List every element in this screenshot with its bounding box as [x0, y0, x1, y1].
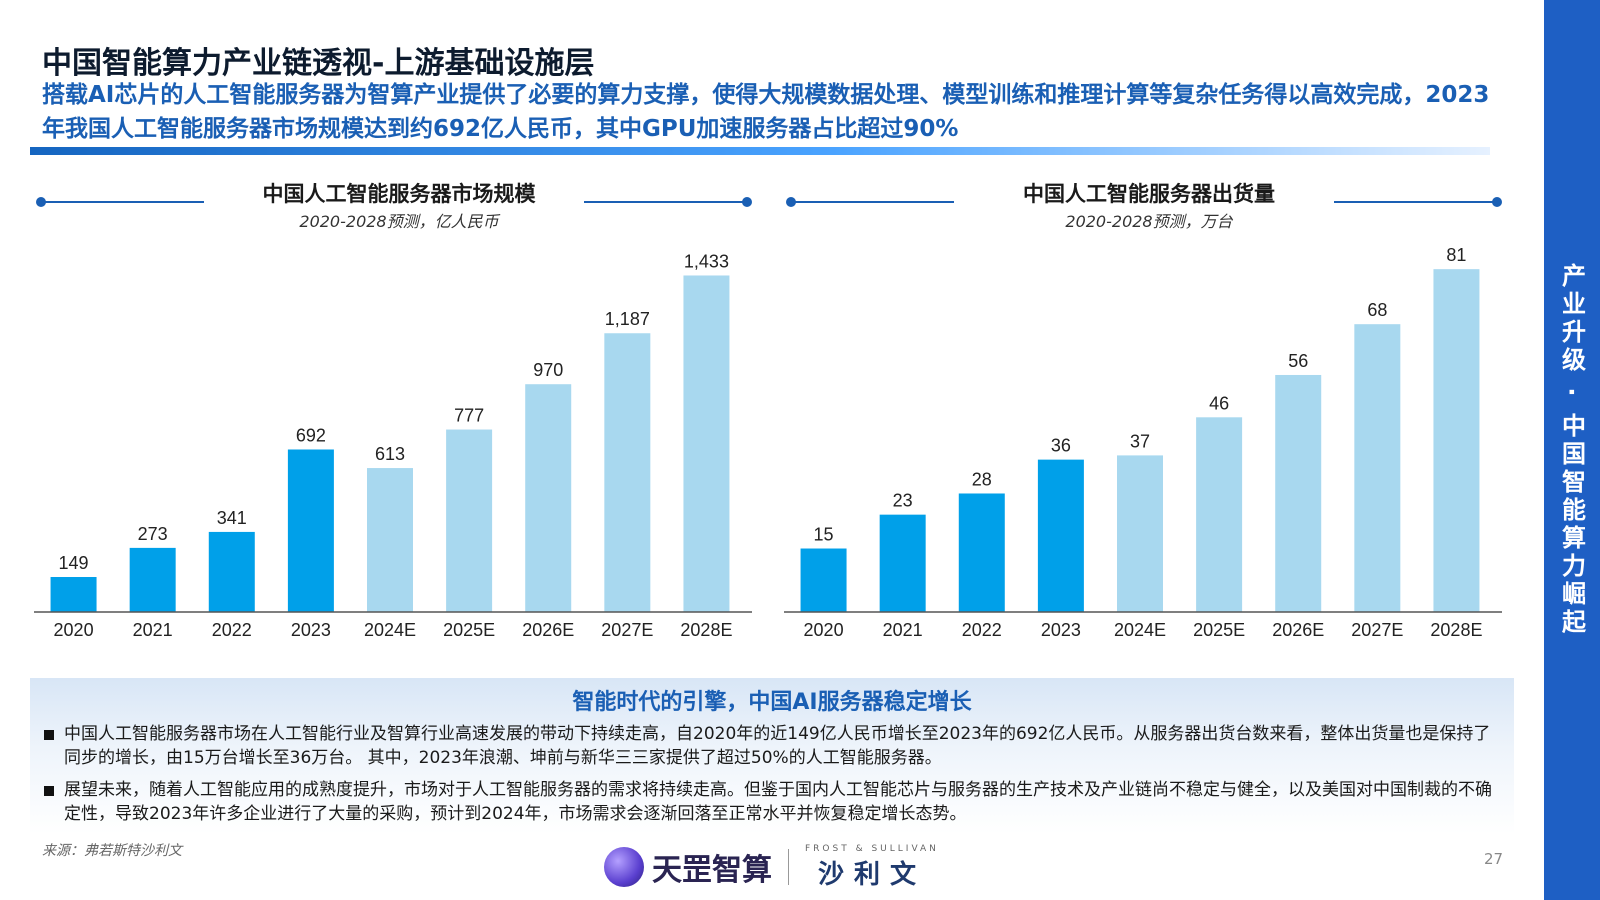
data-label: 37 [1130, 431, 1150, 451]
data-label: 273 [138, 524, 168, 544]
x-tick-label: 2023 [291, 620, 331, 640]
x-tick-label: 2026E [1272, 620, 1324, 640]
x-tick-label: 2027E [1351, 620, 1403, 640]
source-note: 来源：弗若斯特沙利文 [42, 843, 182, 859]
x-tick-label: 2025E [443, 620, 495, 640]
bar [1354, 324, 1401, 612]
data-label: 81 [1446, 245, 1466, 265]
x-tick-label: 2028E [1430, 620, 1482, 640]
bar [446, 429, 493, 612]
bar [50, 577, 97, 612]
page-title: 中国智能算力产业链透视-上游基础设施层 [42, 46, 595, 81]
data-label: 46 [1209, 393, 1229, 413]
page-subtitle: 搭载AI芯片的人工智能服务器为智算产业提供了必要的算力支撑，使得大规模数据处理、… [42, 82, 1490, 142]
footer-logos: 天罡智算 FROST & SULLIVAN 沙利文 [604, 844, 939, 891]
x-tick-label: 2021 [133, 620, 173, 640]
bar [129, 547, 176, 612]
bullet-text: 中国人工智能服务器市场在人工智能行业及智算行业高速发展的带动下持续走高，自202… [64, 724, 1491, 768]
summary-box: 智能时代的引擎，中国AI服务器稳定增长 中国人工智能服务器市场在人工智能行业及智… [30, 678, 1514, 834]
tiangang-logo-icon [604, 847, 644, 887]
data-label: 777 [454, 406, 484, 426]
header-line-right [584, 201, 750, 203]
header-dot-left [36, 197, 46, 207]
bar [1275, 374, 1322, 612]
bar [879, 514, 926, 612]
shipment-chart: 中国人工智能服务器出货量 2020-2028预测，万台 15 2020 23 2021… [784, 176, 1514, 654]
data-label: 68 [1367, 300, 1387, 320]
data-label: 613 [375, 444, 405, 464]
x-tick-label: 2025E [1193, 620, 1245, 640]
summary-bullet: 展望未来，随着人工智能应用的成熟度提升，市场对于人工智能服务器的需求将持续走高。… [30, 778, 1514, 826]
data-label: 28 [972, 469, 992, 489]
x-tick-label: 2022 [962, 620, 1002, 640]
data-label: 1,187 [605, 309, 650, 329]
market-size-plot: 149 2020 273 2021 341 2022 692 2023 613 2024E 777 2… [34, 251, 752, 640]
tiangang-logo-text: 天罡智算 [652, 853, 772, 888]
bar [367, 468, 413, 612]
side-label: 产业升级 · 中国智能算力崛起 [1557, 263, 1586, 637]
frost-sullivan-cn: 沙利文 [817, 859, 926, 890]
market-size-chart: 中国人工智能服务器市场规模 2020-2028预测，亿人民币 149 2020 27… [34, 176, 764, 654]
data-label: 149 [59, 553, 89, 573]
summary-heading: 智能时代的引擎，中国AI服务器稳定增长 [572, 690, 972, 715]
bar [800, 548, 847, 612]
x-tick-label: 2023 [1041, 620, 1081, 640]
logo-separator [788, 849, 789, 885]
data-label: 23 [893, 491, 913, 511]
header-dot-left [786, 197, 796, 207]
bar [604, 333, 651, 612]
chart-unit: 2020-2028预测，亿人民币 [299, 212, 499, 231]
frost-sullivan-logo: FROST & SULLIVAN 沙利文 [805, 844, 939, 891]
x-tick-label: 2024E [1114, 620, 1166, 640]
x-tick-label: 2022 [212, 620, 252, 640]
bar [1117, 455, 1163, 612]
chart-header: 中国人工智能服务器市场规模 2020-2028预测，亿人民币 [34, 176, 764, 236]
data-label: 56 [1288, 351, 1308, 371]
chart-title: 中国人工智能服务器出货量 [1023, 182, 1275, 206]
x-tick-label: 2021 [883, 620, 923, 640]
bar [1037, 459, 1084, 612]
summary-bullet: 中国人工智能服务器市场在人工智能行业及智算行业高速发展的带动下持续走高，自202… [30, 722, 1514, 770]
data-label: 692 [296, 425, 326, 445]
x-tick-label: 2020 [804, 620, 844, 640]
bar [958, 493, 1005, 612]
bar [1433, 269, 1480, 612]
data-label: 341 [217, 508, 247, 528]
x-tick-label: 2026E [522, 620, 574, 640]
bar [1196, 417, 1243, 612]
bullet-square-icon [44, 786, 54, 796]
bar [287, 449, 334, 612]
header-line-right [1334, 201, 1500, 203]
frost-sullivan-en: FROST & SULLIVAN [805, 843, 939, 854]
data-label: 15 [814, 525, 834, 545]
chart-unit: 2020-2028预测，万台 [1065, 212, 1233, 231]
data-label: 970 [533, 360, 563, 380]
shipment-plot: 15 2020 23 2021 28 2022 36 2023 37 2024E 46 2025E 56… [784, 245, 1502, 640]
data-label: 36 [1051, 436, 1071, 456]
bar [525, 384, 572, 612]
header-line-left [42, 201, 204, 203]
data-label: 1,433 [684, 251, 729, 271]
side-band: 产业升级 · 中国智能算力崛起 [1544, 0, 1600, 900]
chart-header: 中国人工智能服务器出货量 2020-2028预测，万台 [784, 176, 1514, 236]
x-tick-label: 2028E [680, 620, 732, 640]
page-number: 27 [1484, 850, 1504, 868]
bar [683, 275, 730, 612]
x-tick-label: 2027E [601, 620, 653, 640]
bullet-text: 展望未来，随着人工智能应用的成熟度提升，市场对于人工智能服务器的需求将持续走高。… [64, 780, 1492, 824]
x-tick-label: 2020 [54, 620, 94, 640]
bullet-square-icon [44, 730, 54, 740]
x-tick-label: 2024E [364, 620, 416, 640]
bar [208, 531, 255, 612]
header-dot-right [1492, 197, 1502, 207]
title-divider [30, 147, 1490, 155]
header-dot-right [742, 197, 752, 207]
header-line-left [792, 201, 954, 203]
chart-title: 中国人工智能服务器市场规模 [262, 182, 536, 206]
